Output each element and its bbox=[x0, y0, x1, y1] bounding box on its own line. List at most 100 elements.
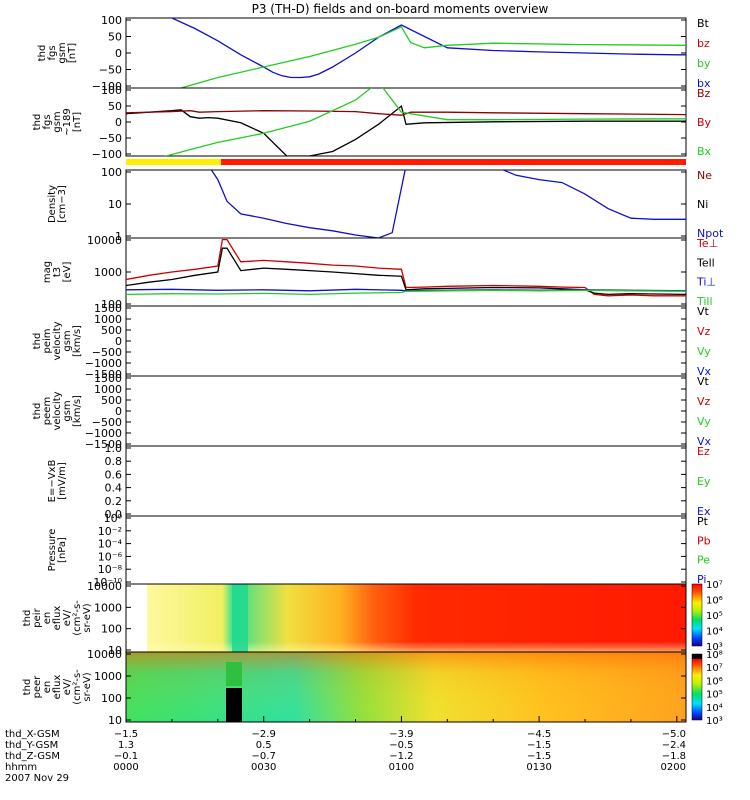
orbit-value: −1.5 bbox=[527, 751, 551, 762]
panel-frame bbox=[125, 305, 687, 377]
orbit-value: 0100 bbox=[389, 762, 414, 773]
y-tick-label: 0 bbox=[115, 405, 122, 418]
legend-entry: Pt bbox=[697, 515, 709, 528]
colorbar-label: 10⁶ bbox=[706, 676, 723, 687]
y-tick-label: 10 bbox=[108, 198, 122, 211]
y-axis-label: (cm²-s- bbox=[72, 600, 83, 636]
y-axis-label: gsm bbox=[62, 400, 73, 421]
mode-bar-yellow bbox=[126, 159, 221, 165]
orbit-value: 0000 bbox=[113, 762, 138, 773]
colorbar-label: 10³ bbox=[706, 716, 723, 727]
panel-contents: 100 50 0 −50 −100 thd fgs gsm [nT] Bt bz by bx bbox=[37, 14, 711, 93]
y-tick-label: 10⁻² bbox=[98, 525, 122, 538]
panel-contents: 10000 1000 100 10 thd peir en eflux eV/(cm²-s-sr… bbox=[22, 580, 723, 657]
series-line-Bt bbox=[126, 104, 686, 156]
legend-entry: Vy bbox=[697, 345, 711, 358]
panel-electron-spectrogram: 10000 1000 100 10 thd peer en eflux eV/(cm²-s-sr… bbox=[22, 648, 723, 727]
y-tick-label: 10000 bbox=[87, 648, 122, 661]
y-tick-label: 0.4 bbox=[105, 482, 123, 495]
series-line-Tell bbox=[126, 247, 686, 296]
legend-entry: Bz bbox=[697, 87, 711, 100]
y-axis-label: [km/s] bbox=[72, 395, 83, 427]
electron-spectrogram-block bbox=[226, 688, 242, 722]
panel-density: 100 10 1 Density [cm−3] Ne Ni Npot bbox=[47, 166, 724, 243]
y-tick-label: 1500 bbox=[94, 302, 122, 315]
electron-spectrogram-shade bbox=[126, 652, 686, 722]
y-tick-label: −1500 bbox=[85, 368, 122, 381]
colorbar-label: 10⁴ bbox=[706, 627, 723, 638]
y-axis-label: peir bbox=[32, 607, 43, 627]
legend-entry: Ni bbox=[697, 198, 708, 211]
y-tick-label: 0 bbox=[115, 47, 122, 60]
colorbar-label: 10⁷ bbox=[706, 580, 723, 591]
y-tick-label: 10⁻⁴ bbox=[98, 538, 123, 551]
orbit-value: −1.5 bbox=[527, 740, 551, 751]
orbit-value: 0130 bbox=[526, 762, 551, 773]
ion-colorbar bbox=[691, 583, 703, 647]
y-tick-label: 10⁻¹⁰ bbox=[93, 576, 122, 589]
orbit-label-hhmm: hhmm bbox=[5, 762, 37, 773]
panel-fgs-gsm-2: 100 50 0 −50 −100 thd fgs gsm ~189 [nT] Bz By Bx bbox=[32, 84, 712, 161]
legend-entry: Pb bbox=[697, 534, 711, 547]
y-axis-label: [nT] bbox=[67, 43, 78, 63]
y-tick-label: −500 bbox=[92, 416, 122, 429]
legend-entry: Bx bbox=[697, 145, 712, 158]
y-tick-label: 0.8 bbox=[105, 455, 123, 468]
orbit-value: −3.9 bbox=[389, 729, 413, 740]
orbit-value: −1.2 bbox=[389, 751, 413, 762]
y-tick-label: 500 bbox=[101, 394, 122, 407]
y-axis-label: t3 bbox=[52, 267, 63, 277]
panel-frame bbox=[125, 375, 687, 447]
y-tick-label: 10 bbox=[108, 644, 122, 657]
panel-ion-spectrogram: 10000 1000 100 10 thd peir en eflux eV/(cm²-s-sr… bbox=[22, 580, 723, 657]
orbit-value: −0.7 bbox=[252, 751, 276, 762]
y-tick-label: −100 bbox=[92, 80, 122, 93]
y-axis-label: thd bbox=[32, 403, 43, 420]
series-line-Till bbox=[126, 289, 686, 296]
y-tick-label: −1000 bbox=[85, 357, 122, 370]
y-axis-label: thd bbox=[32, 333, 43, 350]
y-tick-label: 50 bbox=[108, 31, 122, 44]
y-axis-label: peim bbox=[42, 328, 53, 353]
panel-frame bbox=[125, 515, 687, 585]
panel-temperature: 10000 1000 100 mag t3 [eV] Te⊥ Tell Ti⊥ Till bbox=[42, 234, 718, 311]
orbit-label-z: thd_Z-GSM bbox=[5, 751, 60, 762]
y-axis-label: gsm bbox=[52, 111, 63, 132]
legend-entry: bz bbox=[697, 37, 710, 50]
y-tick-label: 50 bbox=[108, 100, 122, 113]
legend-entry: Vz bbox=[697, 395, 711, 408]
colorbar-label: 10⁴ bbox=[706, 703, 723, 714]
mode-bar-red bbox=[221, 159, 686, 165]
y-axis-label: [nT] bbox=[72, 112, 83, 132]
y-tick-label: 100 bbox=[101, 166, 122, 179]
legend-entry: Bt bbox=[697, 17, 710, 30]
y-tick-label: −50 bbox=[99, 64, 122, 77]
colorbar-label: 10⁵ bbox=[706, 690, 723, 701]
y-tick-label: 10 bbox=[108, 714, 122, 727]
orbit-value: 0030 bbox=[251, 762, 276, 773]
y-tick-label: 0 bbox=[115, 116, 122, 129]
legend-entry: Pi bbox=[697, 573, 706, 586]
y-tick-label: 0 bbox=[115, 335, 122, 348]
y-axis-label: [eV] bbox=[62, 262, 73, 283]
y-axis-label: thd bbox=[22, 679, 33, 696]
series-line-bx bbox=[170, 18, 686, 79]
y-tick-label: −1500 bbox=[85, 438, 122, 451]
y-axis-label: peer bbox=[32, 675, 43, 699]
legend-entry: Te⊥ bbox=[696, 237, 718, 250]
y-axis-label: E=−VxB bbox=[47, 460, 58, 503]
y-axis-label: thd bbox=[22, 610, 33, 627]
y-tick-label: 0.6 bbox=[105, 468, 123, 481]
legend-entry: Vx bbox=[697, 435, 712, 448]
y-tick-label: 1 bbox=[115, 230, 122, 243]
legend-entry: by bbox=[697, 57, 711, 70]
series-line-Bz bbox=[126, 110, 686, 116]
panel-contents: 10000 1000 100 10 thd peer en eflux eV/(cm²-s-sr… bbox=[22, 648, 723, 727]
orbit-value: 1.3 bbox=[118, 740, 134, 751]
orbit-value: −0.1 bbox=[114, 751, 138, 762]
colorbar-label: 10⁵ bbox=[706, 611, 723, 622]
legend-entry: Till bbox=[696, 295, 713, 308]
